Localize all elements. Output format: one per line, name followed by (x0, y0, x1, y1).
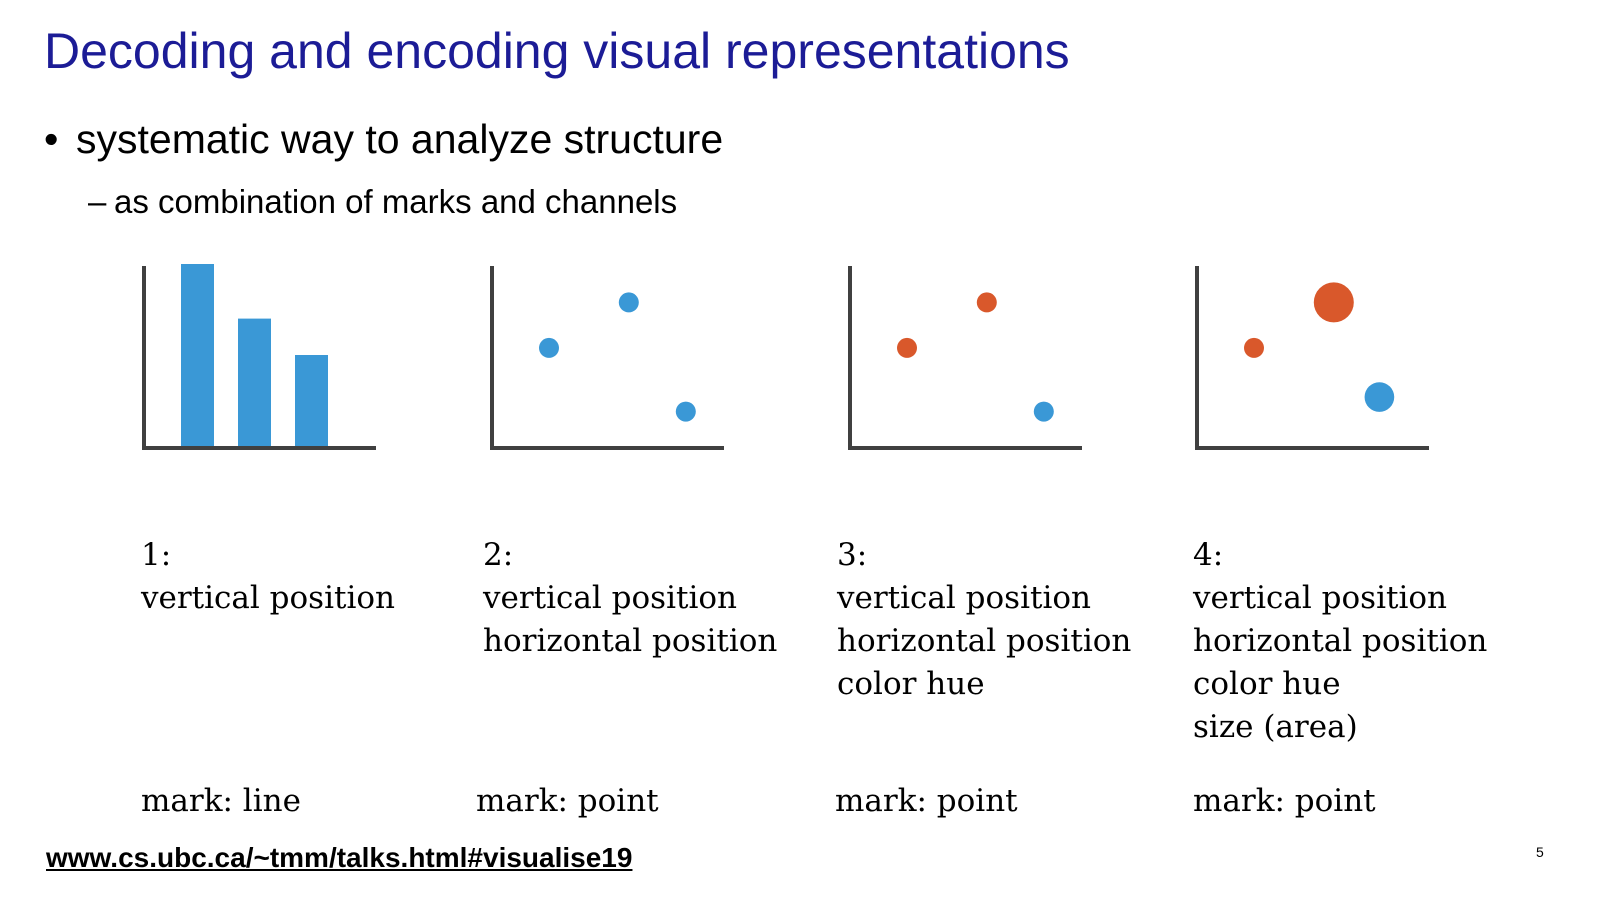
panel-number: 1: (141, 537, 172, 573)
source-link[interactable]: www.cs.ubc.ca/~tmm/talks.html#visualise1… (46, 842, 633, 873)
mark-label-1: mark: line (141, 783, 301, 819)
slide-title: Decoding and encoding visual representat… (44, 23, 1070, 79)
chart-panel-3 (848, 266, 1082, 450)
channel-label: color hue (837, 666, 985, 702)
panel-caption-2: 2: vertical position horizontal position (483, 534, 777, 663)
panel-caption-4: 4: vertical position horizontal position… (1193, 534, 1487, 749)
point-mark (1313, 282, 1354, 323)
channel-label: vertical position (141, 580, 395, 616)
channel-label: color hue (1193, 666, 1341, 702)
point-mark (1033, 401, 1054, 422)
channel-label: vertical position (1193, 580, 1447, 616)
sub-bullet-item: – as combination of marks and channels (88, 180, 677, 224)
point-mark (539, 337, 559, 358)
mark-label-4: mark: point (1193, 783, 1376, 819)
bullet-symbol: • (44, 116, 59, 162)
point-mark (1244, 337, 1264, 358)
channel-label: vertical position (837, 580, 1091, 616)
mark-label-3: mark: point (835, 783, 1018, 819)
point-mark (1364, 382, 1395, 412)
bar-mark (295, 355, 328, 446)
chart-panel-2 (490, 266, 724, 450)
bar-mark (238, 318, 271, 446)
point-mark (976, 292, 997, 313)
channel-label: horizontal position (1193, 623, 1488, 659)
page-number: 5 (1536, 844, 1544, 860)
point-mark (897, 337, 917, 358)
panel-number: 4: (1193, 537, 1224, 573)
panel-number: 3: (837, 537, 868, 573)
channel-label: vertical position (483, 580, 737, 616)
bullet-text: systematic way to analyze structure (76, 116, 724, 162)
sub-bullet-text: as combination of marks and channels (114, 183, 678, 220)
chart-panel-1 (142, 264, 376, 450)
channel-label: horizontal position (837, 623, 1132, 659)
bar-mark (181, 264, 214, 446)
point-mark (675, 401, 696, 422)
point-mark (618, 292, 639, 313)
channel-label: size (area) (1193, 709, 1358, 745)
channel-label: horizontal position (483, 623, 778, 659)
panel-caption-1: 1: vertical position (141, 534, 395, 620)
bullet-item: • systematic way to analyze structure (44, 114, 723, 164)
panel-number: 2: (483, 537, 514, 573)
panel-caption-3: 3: vertical position horizontal position… (837, 534, 1131, 706)
mark-label-2: mark: point (476, 783, 659, 819)
chart-panel-4 (1195, 266, 1429, 450)
sub-bullet-dash: – (88, 183, 107, 220)
